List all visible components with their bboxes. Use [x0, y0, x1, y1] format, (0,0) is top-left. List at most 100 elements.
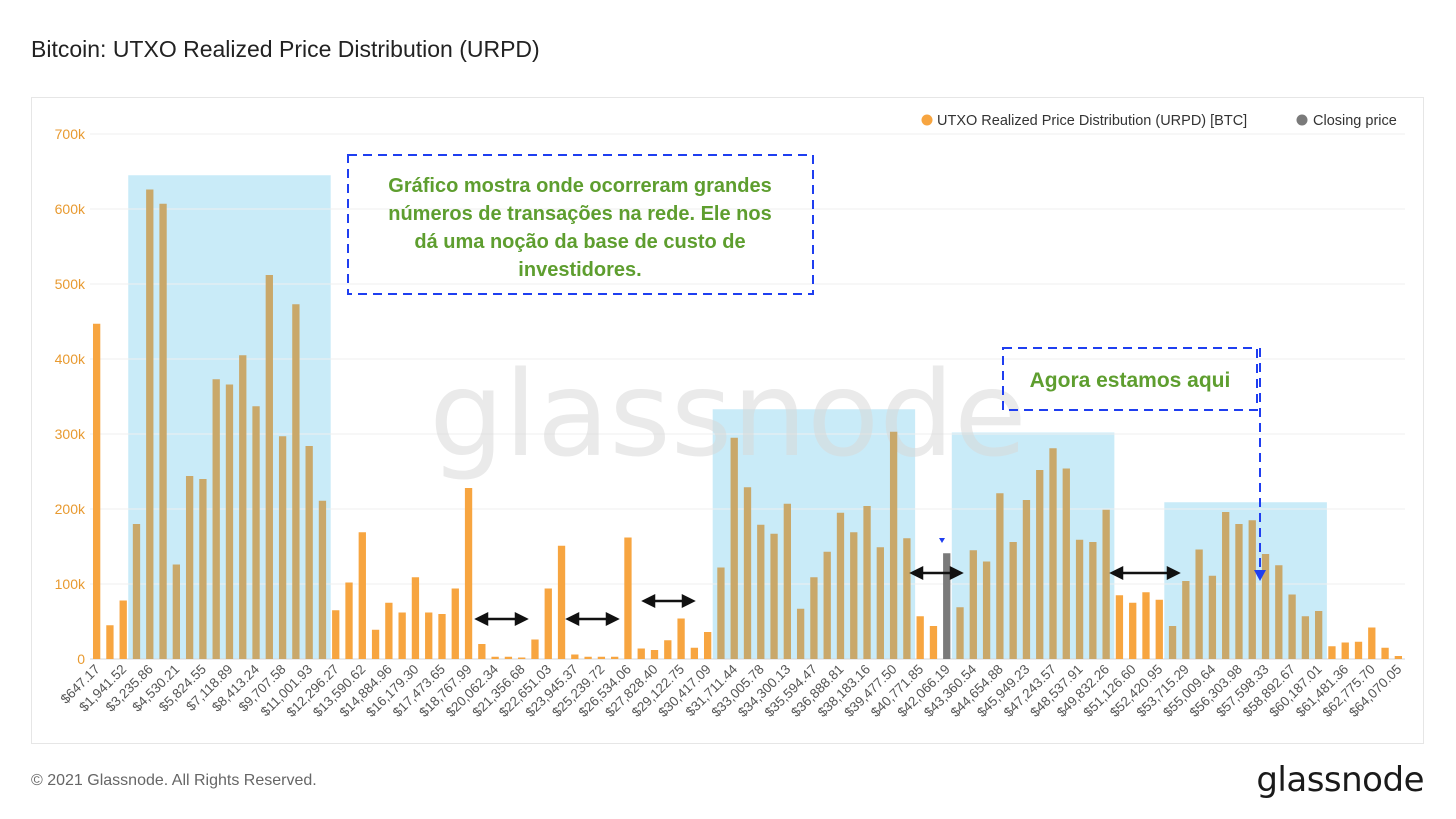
- urpd-bar: [677, 618, 685, 659]
- urpd-bar: [278, 436, 287, 659]
- highlight-region-3: [951, 432, 1115, 659]
- urpd-bar: [1089, 542, 1097, 659]
- y-axis-ticks: 0 100k 200k 300k 400k 500k 600k 700k: [55, 126, 86, 667]
- y-tick-label: 700k: [55, 126, 86, 142]
- urpd-bar: [1275, 565, 1283, 659]
- urpd-bar: [703, 632, 712, 659]
- urpd-bar: [1301, 616, 1310, 659]
- legend-closing-marker: [1296, 114, 1308, 126]
- urpd-bar: [1022, 500, 1031, 659]
- urpd-bar: [1142, 592, 1150, 659]
- x-axis-ticks: $647.17$1,941.52$3,235.86$4,530.21$5,824…: [58, 661, 1405, 720]
- urpd-bar: [690, 647, 699, 659]
- urpd-bar: [929, 626, 938, 659]
- page-title: Bitcoin: UTXO Realized Price Distributio…: [31, 36, 540, 62]
- urpd-bar: [969, 550, 977, 659]
- urpd-bar: [889, 431, 898, 659]
- urpd-bar: [531, 639, 539, 659]
- highlight-region-4: [1164, 502, 1327, 659]
- urpd-bar: [637, 648, 645, 659]
- urpd-bar: [491, 656, 499, 659]
- urpd-bar: [1381, 647, 1389, 659]
- urpd-bar: [318, 500, 327, 659]
- urpd-bar: [411, 577, 420, 659]
- urpd-bar: [903, 538, 911, 659]
- urpd-bar: [1115, 595, 1124, 659]
- urpd-bar: [836, 512, 845, 659]
- urpd-bar: [996, 493, 1004, 659]
- main-note-line-4: investidores.: [518, 259, 641, 281]
- urpd-bar: [1315, 611, 1323, 659]
- gap-arrow-5: [1109, 565, 1181, 581]
- urpd-bar: [451, 588, 459, 659]
- urpd-bar: [796, 608, 805, 659]
- urpd-bar: [584, 656, 592, 659]
- urpd-bar: [385, 602, 393, 659]
- y-tick-label: 300k: [55, 426, 86, 442]
- urpd-bar: [544, 588, 552, 659]
- copyright-text: © 2021 Glassnode. All Rights Reserved.: [31, 772, 317, 789]
- urpd-bar: [1009, 542, 1017, 659]
- urpd-bar: [557, 545, 566, 659]
- urpd-bar: [518, 657, 526, 659]
- chart-panel: [31, 97, 1424, 744]
- y-tick-label: 0: [77, 651, 85, 667]
- urpd-bar: [1049, 448, 1057, 659]
- legend-closing-label: Closing price: [1313, 113, 1397, 129]
- urpd-bar: [199, 479, 207, 659]
- urpd-bar: [1155, 599, 1163, 659]
- y-tick-label: 200k: [55, 501, 86, 517]
- urpd-bar: [571, 654, 579, 659]
- urpd-bar: [1062, 468, 1070, 659]
- urpd-bar: [916, 616, 924, 659]
- urpd-bar: [597, 656, 606, 659]
- legend: UTXO Realized Price Distribution (URPD) …: [921, 113, 1397, 129]
- closing-price-marker: [939, 538, 945, 543]
- urpd-bar: [664, 640, 672, 659]
- urpd-bar: [1235, 524, 1243, 659]
- urpd-bar: [106, 625, 114, 659]
- urpd-bar: [850, 532, 858, 659]
- gap-arrow-4: [909, 565, 964, 581]
- urpd-bar: [1075, 539, 1084, 659]
- urpd-bar: [624, 537, 632, 659]
- main-note-line-2: números de transações na rede. Ele nos: [388, 203, 771, 225]
- urpd-bar: [504, 656, 513, 659]
- urpd-bar: [265, 275, 273, 659]
- urpd-bar: [212, 379, 220, 659]
- urpd-bar: [345, 582, 353, 659]
- urpd-bar: [810, 577, 818, 659]
- urpd-bar: [730, 437, 738, 659]
- urpd-bar: [1195, 549, 1203, 659]
- gap-arrow-2: [565, 611, 620, 627]
- gap-arrow-1: [474, 611, 529, 627]
- urpd-bar: [252, 406, 260, 659]
- urpd-bar: [371, 629, 380, 659]
- urpd-bar: [770, 533, 778, 659]
- gap-arrows: [474, 565, 1181, 627]
- urpd-bar: [159, 203, 167, 659]
- urpd-bar: [1222, 512, 1230, 659]
- urpd-bar: [425, 612, 433, 659]
- y-tick-label: 600k: [55, 201, 86, 217]
- urpd-bar: [132, 524, 141, 659]
- urpd-bar: [398, 612, 406, 659]
- urpd-bar: [1288, 594, 1296, 659]
- urpd-bar: [1394, 656, 1403, 659]
- urpd-bar: [823, 551, 831, 659]
- urpd-bar: [146, 189, 154, 659]
- y-tick-label: 500k: [55, 276, 86, 292]
- urpd-bar: [172, 564, 180, 659]
- legend-urpd-marker: [921, 114, 933, 126]
- urpd-bar: [650, 650, 659, 659]
- urpd-bar: [305, 446, 313, 659]
- urpd-bar: [478, 644, 486, 659]
- urpd-bar: [1354, 641, 1363, 659]
- urpd-bar: [1248, 520, 1256, 659]
- urpd-bar: [956, 607, 964, 659]
- urpd-bar: [1182, 581, 1190, 659]
- urpd-bar: [1129, 602, 1137, 659]
- y-tick-label: 400k: [55, 351, 86, 367]
- urpd-bar: [783, 503, 792, 659]
